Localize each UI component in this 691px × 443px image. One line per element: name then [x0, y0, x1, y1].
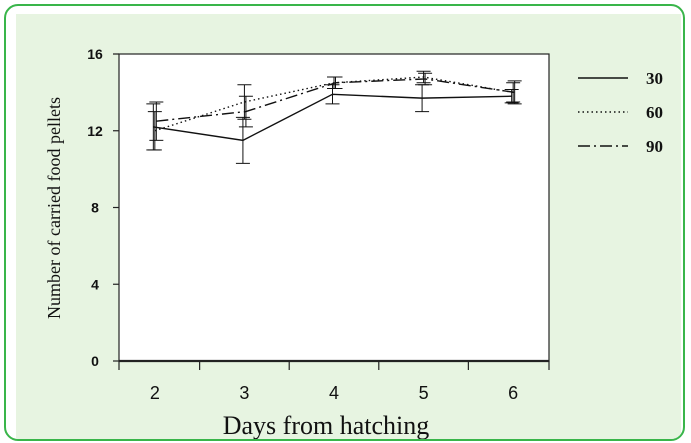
x-tick-label: 4	[329, 383, 339, 403]
y-tick-label: 4	[91, 276, 99, 292]
x-tick-label: 5	[419, 383, 429, 403]
legend: 30 60 90	[578, 69, 663, 156]
x-axis-title: Days from hatching	[223, 411, 430, 440]
x-tick-label: 3	[239, 383, 249, 403]
plot-area	[118, 53, 550, 362]
chart-panel: 0 4 8 12 16 2 3 4 5 6 Days from hatching Number o…	[16, 14, 681, 440]
legend-label-60: 60	[646, 103, 663, 122]
y-tick-label: 8	[91, 200, 99, 216]
figure-frame: 0 4 8 12 16 2 3 4 5 6 Days from hatching Number o…	[4, 4, 685, 441]
y-tick-label: 12	[87, 123, 103, 139]
series-line-30	[153, 93, 512, 142]
legend-label-90: 90	[646, 137, 663, 156]
y-axis-title: Number of carried food pellets	[44, 97, 64, 319]
x-tick-label: 6	[508, 383, 518, 403]
series-line-90	[156, 78, 515, 122]
chart-marks: 0 4 8 12 16 2 3 4 5 6	[87, 46, 550, 403]
y-tick-label: 16	[87, 46, 103, 62]
line-chart: 0 4 8 12 16 2 3 4 5 6 Days from hatching Number o…	[44, 46, 663, 440]
y-tick-label: 0	[91, 353, 99, 369]
legend-label-30: 30	[646, 69, 663, 88]
x-tick-label: 2	[150, 383, 160, 403]
